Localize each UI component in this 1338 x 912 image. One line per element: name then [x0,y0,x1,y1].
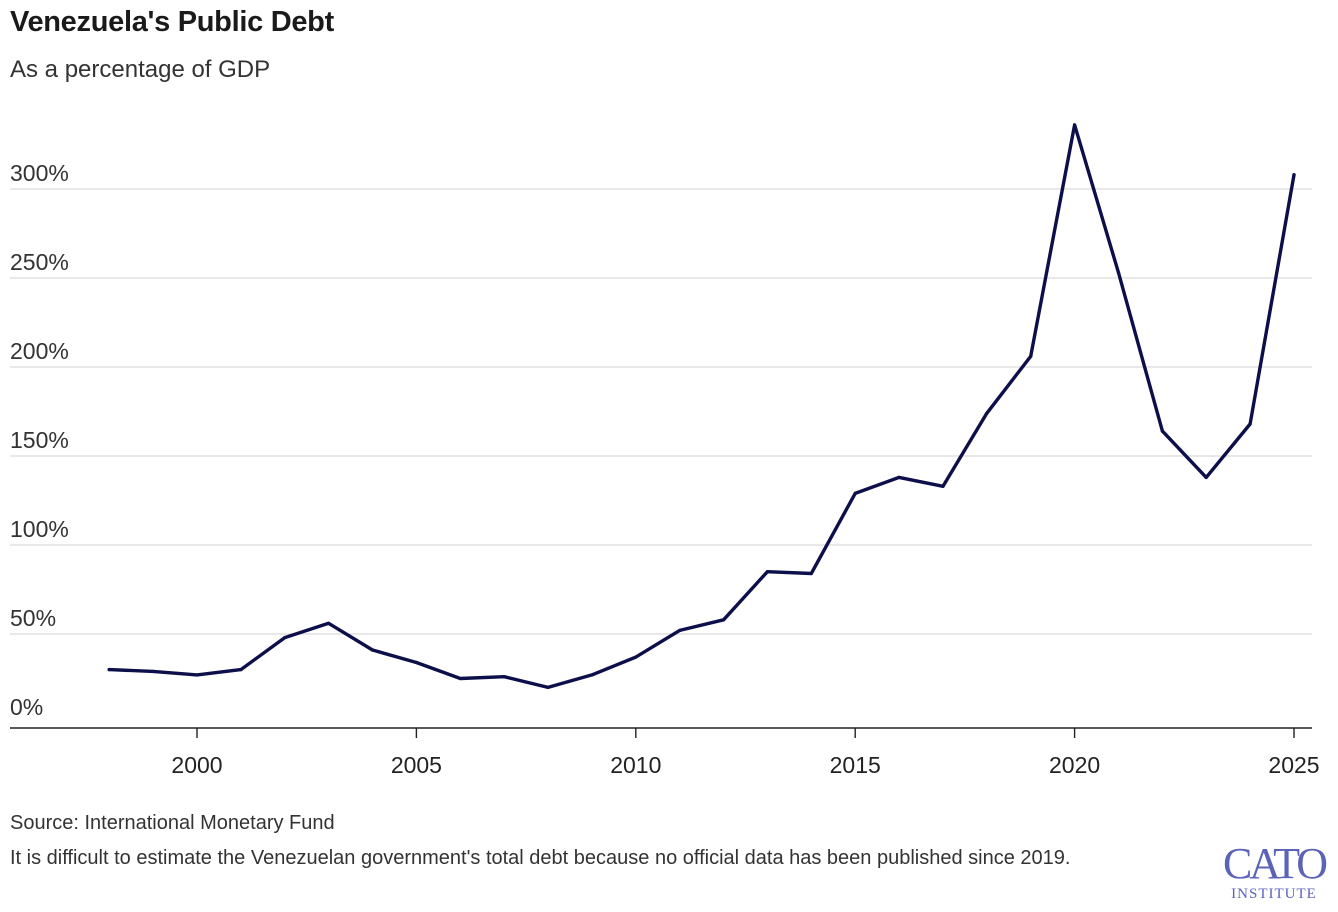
data-point [765,570,770,574]
data-point [678,628,682,633]
y-tick-label: 100% [10,516,69,542]
data-point [1292,173,1296,177]
series-layer [107,123,1296,690]
x-tick-label: 2015 [830,752,881,778]
data-point [897,475,901,479]
data-point [1029,354,1033,358]
data-point [414,660,418,665]
data-point [283,635,287,640]
source-note: Source: International Monetary Fund [10,812,335,834]
data-point [721,618,726,622]
x-tick-label: 2025 [1268,752,1319,778]
x-tick-label: 2020 [1049,752,1100,778]
data-point [195,673,199,677]
y-axis-tick-labels: 0% 50% 100% 150% 200% 250% 300% [10,160,69,720]
data-point [546,685,550,690]
y-tick-label: 150% [10,427,69,453]
data-point [590,673,594,677]
data-point [853,491,857,495]
y-tick-label: 300% [10,160,69,186]
footnote: It is difficult to estimate the Venezuel… [10,847,1071,869]
y-tick-label: 250% [10,249,69,275]
data-point [941,484,945,488]
data-point [1160,429,1164,433]
chart-title: Venezuela's Public Debt [10,6,334,38]
data-point [1204,475,1208,479]
series-line [107,123,1296,690]
data-point [327,621,331,625]
data-point [634,655,638,659]
line-chart: 0%50%100%150%200%250%300% 2000 2005 2010 20… [10,123,1320,778]
logo-word-cato: CATO [1223,840,1326,888]
gridlines [10,188,1312,635]
x-tick-label: 2000 [171,752,222,778]
data-point [370,648,375,652]
logo-word-institute: INSTITUTE [1231,886,1317,902]
data-point [1116,271,1121,275]
data-point [239,668,243,672]
x-axis: 2000 2005 2010 2015 2020 2025 [10,727,1320,778]
data-point [1073,123,1077,127]
data-point [1248,422,1252,426]
data-point [458,676,462,681]
y-tick-label: 50% [10,605,56,631]
chart-subtitle: As a percentage of GDP [10,56,271,83]
x-tick-label: 2005 [391,752,442,778]
data-point [502,675,506,679]
data-point [151,669,155,673]
x-tick-label: 2010 [610,752,661,778]
y-tick-label: 0% [10,694,43,720]
y-tick-label: 200% [10,338,69,364]
data-point [107,668,111,672]
cato-institute-logo: CATO INSTITUTE [1223,840,1329,902]
data-point [985,411,989,415]
data-point [809,571,813,576]
